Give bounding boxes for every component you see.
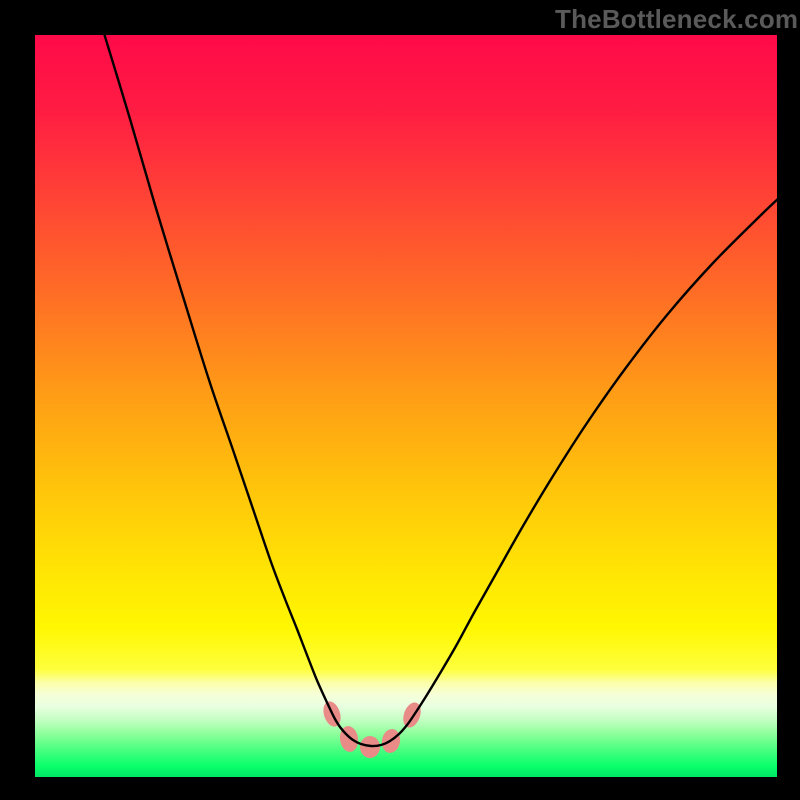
gradient-background: [35, 35, 777, 777]
chart-svg: [0, 0, 800, 800]
watermark-text: TheBottleneck.com: [555, 4, 798, 35]
chart-root: TheBottleneck.com: [0, 0, 800, 800]
